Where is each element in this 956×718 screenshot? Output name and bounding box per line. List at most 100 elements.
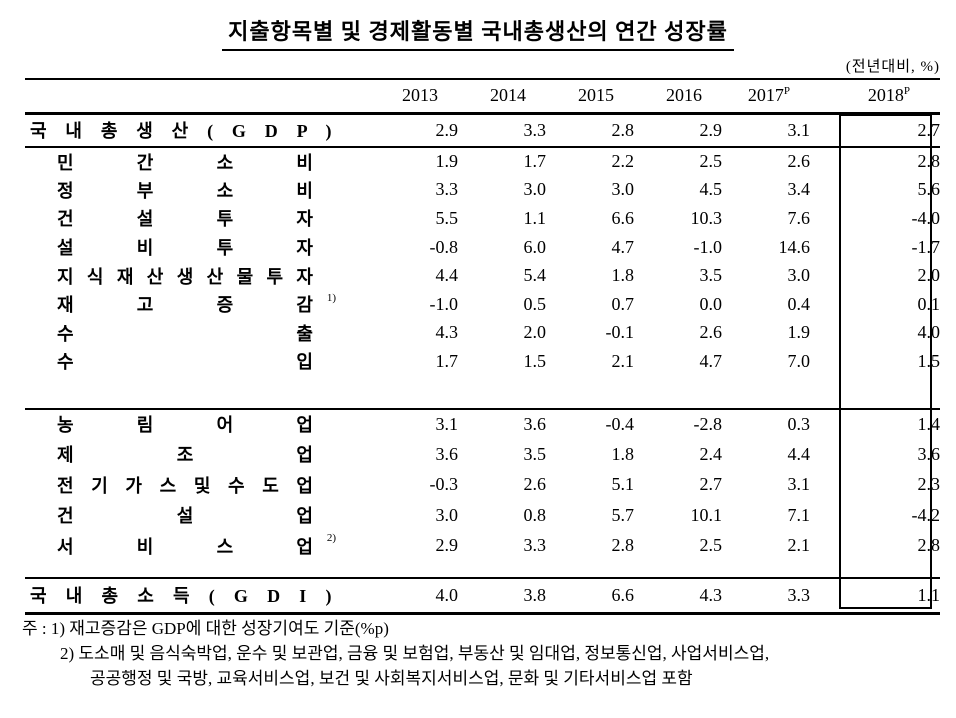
row-label: 국 내 총 생 산 ( G D P ) bbox=[25, 113, 370, 147]
value-cell: 2.0 bbox=[917, 265, 941, 286]
table-row-private-consumption: 민 간 소 비 1.9 1.7 2.2 2.5 2.6 2.8 bbox=[25, 147, 940, 176]
section-divider-row bbox=[25, 376, 940, 409]
row-label-text: 전 기 가 스 및 수 도 업 bbox=[57, 475, 313, 496]
row-label-text: 건 설 투 자 bbox=[57, 209, 313, 230]
value-cell: 3.3 bbox=[523, 119, 547, 140]
row-label: 제 조 업 bbox=[25, 439, 370, 469]
provisional-marker: P bbox=[903, 85, 910, 98]
value-cell: 3.3 bbox=[435, 179, 459, 200]
table-row-gdi: 국 내 총 소 득 ( G D I ) 4.0 3.8 6.6 4.3 3.3 … bbox=[25, 578, 940, 614]
year-header-2016: 2016 bbox=[634, 79, 722, 113]
value-cell: 6.6 bbox=[611, 207, 635, 228]
value-cell: 2.8 bbox=[917, 151, 941, 172]
row-label-text: 건 설 업 bbox=[57, 506, 313, 527]
year-header-2015: 2015 bbox=[546, 79, 634, 113]
table-row-facilities-investment: 설 비 투 자 -0.8 6.0 4.7 -1.0 14.6 -1.7 bbox=[25, 233, 940, 262]
row-label: 전 기 가 스 및 수 도 업 bbox=[25, 470, 370, 500]
row-label: 수 출 bbox=[25, 319, 370, 348]
value-cell: 2.2 bbox=[611, 151, 635, 172]
value-cell: 2.8 bbox=[611, 119, 635, 140]
value-cell: 14.6 bbox=[778, 236, 811, 257]
row-label: 지 식 재 산 생 산 물 투 자 bbox=[25, 261, 370, 290]
value-cell: 2.6 bbox=[699, 322, 723, 343]
row-label-text: 정 부 소 비 bbox=[57, 180, 313, 201]
label-column-header bbox=[25, 79, 370, 113]
value-cell: 5.1 bbox=[611, 474, 635, 495]
value-cell: 1.1 bbox=[917, 584, 941, 605]
value-cell: 6.0 bbox=[523, 236, 547, 257]
row-label: 설 비 투 자 bbox=[25, 233, 370, 262]
row-label: 재 고 증 감 1) bbox=[25, 290, 370, 319]
row-label-text: 제 조 업 bbox=[57, 445, 313, 466]
value-cell: 1.8 bbox=[611, 443, 635, 464]
value-cell: 2.1 bbox=[787, 535, 811, 555]
value-cell: -1.7 bbox=[911, 236, 941, 257]
row-label: 정 부 소 비 bbox=[25, 176, 370, 205]
page-title: 지출항목별 및 경제활동별 국내총생산의 연간 성장률 bbox=[222, 14, 734, 51]
value-cell: 2.8 bbox=[917, 535, 941, 555]
table-row-ip-products-investment: 지 식 재 산 생 산 물 투 자 4.4 5.4 1.8 3.5 3.0 2.… bbox=[25, 261, 940, 290]
value-cell: -2.8 bbox=[693, 413, 723, 434]
row-label: 서 비 스 업 2) bbox=[25, 530, 370, 560]
value-cell: 3.1 bbox=[787, 119, 811, 140]
value-cell: -0.1 bbox=[605, 322, 635, 343]
value-cell: -0.3 bbox=[429, 474, 459, 495]
year-header-2013: 2013 bbox=[370, 79, 458, 113]
value-cell: 2.6 bbox=[523, 474, 547, 495]
value-cell: 3.0 bbox=[787, 265, 811, 286]
provisional-marker: P bbox=[783, 85, 790, 98]
value-cell: 3.3 bbox=[787, 584, 811, 605]
value-cell: -0.4 bbox=[605, 413, 635, 434]
value-cell: 4.7 bbox=[699, 350, 723, 371]
value-cell: 1.5 bbox=[523, 350, 547, 371]
value-cell: 5.7 bbox=[611, 504, 635, 525]
row-label: 민 간 소 비 bbox=[25, 147, 370, 176]
value-cell: 5.4 bbox=[523, 265, 547, 286]
year-header-2017: 2017P bbox=[722, 79, 810, 113]
row-label-text: 민 간 소 비 bbox=[57, 152, 313, 173]
table-row-gdp: 국 내 총 생 산 ( G D P ) 2.9 3.3 2.8 2.9 3.1 … bbox=[25, 113, 940, 147]
value-cell: 3.6 bbox=[917, 443, 941, 464]
value-cell: 0.7 bbox=[611, 293, 635, 314]
row-label-text: 재 고 증 감 bbox=[57, 295, 313, 316]
value-cell: 3.0 bbox=[523, 179, 547, 200]
value-cell: 0.8 bbox=[523, 504, 547, 525]
gdp-growth-table: 2013 2014 2015 2016 2017P 2018P 국 내 총 생 … bbox=[25, 78, 940, 615]
value-cell: 3.6 bbox=[523, 413, 547, 434]
footnote-line-3: 공공행정 및 국방, 교육서비스업, 보건 및 사회복지서비스업, 문화 및 기… bbox=[90, 669, 693, 688]
table-row-electricity-gas-water: 전 기 가 스 및 수 도 업 -0.3 2.6 5.1 2.7 3.1 2.3 bbox=[25, 470, 940, 500]
row-label: 국 내 총 소 득 ( G D I ) bbox=[25, 578, 370, 614]
footnote-marker-1: 1) bbox=[326, 291, 336, 304]
footnotes: 주 : 1) 재고증감은 GDP에 대한 성장기여도 기준(%p) 2) 도소매… bbox=[22, 616, 942, 691]
year-header-2018: 2018P bbox=[810, 79, 940, 113]
table-row-construction-industry: 건 설 업 3.0 0.8 5.7 10.1 7.1 -4.2 bbox=[25, 500, 940, 530]
row-label-text: 농 림 어 업 bbox=[57, 415, 313, 436]
row-label-text: 지 식 재 산 생 산 물 투 자 bbox=[57, 266, 313, 287]
value-cell: 1.4 bbox=[917, 413, 941, 434]
value-cell: 4.7 bbox=[611, 236, 635, 257]
value-cell: 0.3 bbox=[787, 413, 811, 434]
year-label: 2018 bbox=[867, 85, 904, 106]
row-label: 농 림 어 업 bbox=[25, 409, 370, 439]
value-cell: 3.8 bbox=[523, 584, 547, 605]
value-cell: 7.1 bbox=[787, 504, 811, 525]
table-row-agriculture-forestry-fishing: 농 림 어 업 3.1 3.6 -0.4 -2.8 0.3 1.4 bbox=[25, 409, 940, 439]
value-cell: 1.1 bbox=[523, 207, 547, 228]
year-label: 2016 bbox=[666, 85, 702, 106]
value-cell: 3.6 bbox=[435, 443, 459, 464]
value-cell: 2.9 bbox=[435, 119, 459, 140]
table-row-manufacturing: 제 조 업 3.6 3.5 1.8 2.4 4.4 3.6 bbox=[25, 439, 940, 469]
year-label: 2014 bbox=[490, 85, 526, 106]
row-label: 수 입 bbox=[25, 347, 370, 376]
footnote-line-1: 주 : 1) 재고증감은 GDP에 대한 성장기여도 기준(%p) bbox=[22, 619, 389, 638]
value-cell: 4.0 bbox=[917, 322, 941, 343]
value-cell: 4.0 bbox=[435, 584, 459, 605]
value-cell: 2.5 bbox=[699, 535, 723, 555]
value-cell: 3.5 bbox=[699, 265, 723, 286]
row-label: 건 설 업 bbox=[25, 500, 370, 530]
value-cell: 10.1 bbox=[690, 504, 723, 525]
section-divider-row bbox=[25, 561, 940, 578]
value-cell: 2.0 bbox=[523, 322, 547, 343]
value-cell: 4.4 bbox=[435, 265, 459, 286]
value-cell: 4.4 bbox=[787, 443, 811, 464]
